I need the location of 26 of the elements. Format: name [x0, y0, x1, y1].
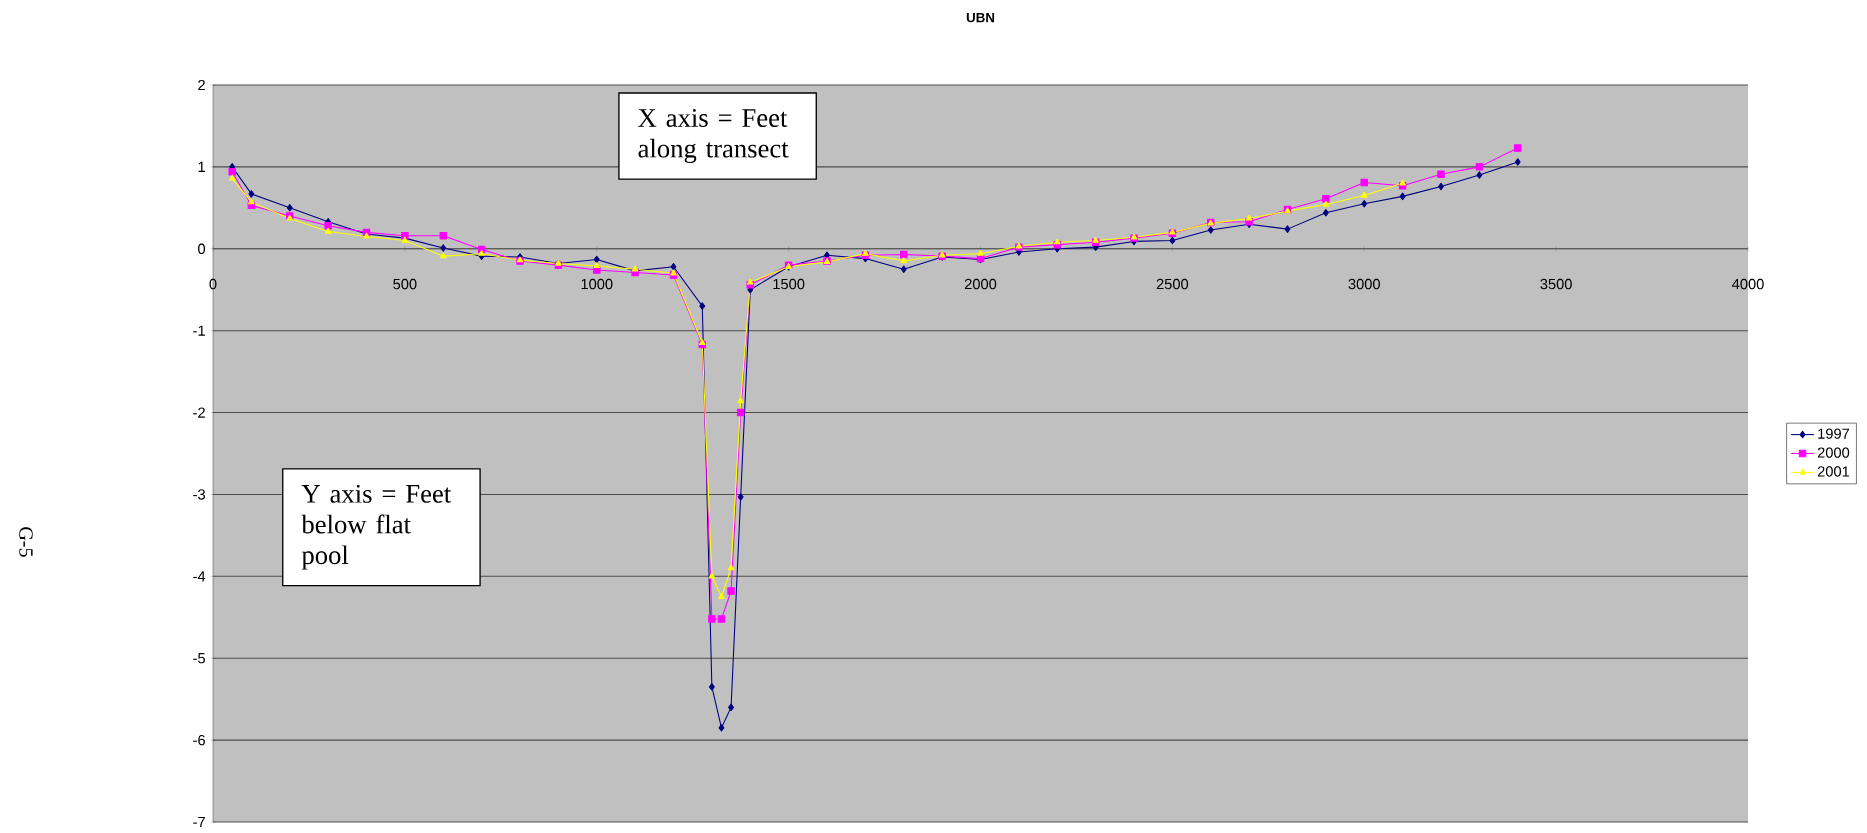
y-tick-label: 0	[198, 243, 206, 254]
x-tick-label: 4000	[1732, 278, 1764, 290]
y-tick-label: -7	[193, 816, 205, 828]
x-tick-label: 0	[209, 278, 217, 290]
legend-label: 1997	[1818, 428, 1850, 439]
x-tick-label: 1000	[581, 278, 613, 290]
y-tick-label: -1	[193, 325, 205, 336]
y-tick-label: -6	[193, 734, 205, 746]
x-tick-label: 3000	[1348, 278, 1380, 290]
y-tick-label: 2	[198, 79, 205, 91]
x-tick-label: 500	[393, 278, 417, 290]
x-tick-label: 2500	[1156, 278, 1189, 290]
annotation: Y axis = Feet below flat pool	[301, 484, 452, 570]
y-tick-label: -2	[193, 407, 205, 418]
y-tick-label: -3	[193, 489, 205, 500]
annotation: X axis = Feet along transect	[638, 109, 789, 164]
legend-label: 2001	[1817, 466, 1850, 477]
y-tick-label: -4	[193, 571, 206, 582]
x-tick-label: 2000	[964, 278, 997, 290]
legend-label: 2000	[1817, 447, 1850, 458]
x-tick-label: 3500	[1540, 278, 1572, 290]
chart-title: UBN	[966, 12, 995, 23]
text: G-5	[19, 527, 33, 557]
y-tick-label: 1	[198, 161, 205, 172]
y-tick-label: -5	[193, 653, 205, 664]
x-tick-label: 1500	[773, 278, 805, 290]
